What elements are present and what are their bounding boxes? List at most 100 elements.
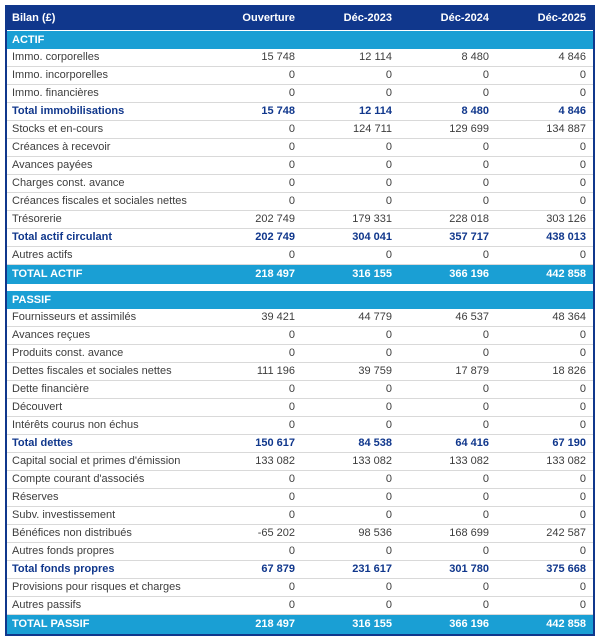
table-row: Provisions pour risques et charges 0 0 0 0 bbox=[7, 579, 593, 597]
table-row: Immo. financières 0 0 0 0 bbox=[7, 85, 593, 103]
total-row: TOTAL PASSIF 218 497 316 155 366 196 442 858 bbox=[7, 615, 593, 634]
total-value: 366 196 bbox=[449, 618, 489, 630]
row-value: 0 bbox=[385, 599, 392, 611]
table-row: Total actif circulant 202 749 304 041 357 7… bbox=[7, 229, 593, 247]
table-row: Intérêts courus non échus 0 0 0 0 bbox=[7, 417, 593, 435]
row-value: 0 bbox=[579, 87, 586, 99]
table-row: Compte courant d'associés 0 0 0 0 bbox=[7, 471, 593, 489]
row-value: 0 bbox=[482, 383, 489, 395]
row-value: 0 bbox=[482, 69, 489, 81]
row-value: 0 bbox=[482, 87, 489, 99]
row-value: 39 421 bbox=[261, 311, 295, 323]
row-value: 0 bbox=[579, 599, 586, 611]
row-value: 15 748 bbox=[261, 51, 295, 63]
row-value: 0 bbox=[385, 159, 392, 171]
table-row: Avances payées 0 0 0 0 bbox=[7, 157, 593, 175]
table-row: Trésorerie 202 749 179 331 228 018 303 126 bbox=[7, 211, 593, 229]
row-label: Total actif circulant bbox=[12, 231, 113, 243]
table-row: Dette financière 0 0 0 0 bbox=[7, 381, 593, 399]
row-value: 0 bbox=[579, 347, 586, 359]
row-value: 0 bbox=[288, 401, 295, 413]
table-row: Capital social et primes d'émission 133 0… bbox=[7, 453, 593, 471]
table-row: Autres actifs 0 0 0 0 bbox=[7, 247, 593, 265]
table-row: Autres passifs 0 0 0 0 bbox=[7, 597, 593, 615]
table-row: Immo. corporelles 15 748 12 114 8 480 4 846 bbox=[7, 49, 593, 67]
row-value: 0 bbox=[482, 509, 489, 521]
row-value: 0 bbox=[482, 195, 489, 207]
row-value: 0 bbox=[288, 141, 295, 153]
row-label: Immo. financières bbox=[12, 87, 99, 99]
row-value: 0 bbox=[385, 383, 392, 395]
column-header: Déc-2025 bbox=[537, 12, 586, 24]
row-value: 0 bbox=[385, 141, 392, 153]
row-label: Autres passifs bbox=[12, 599, 82, 611]
row-value: 17 879 bbox=[455, 365, 489, 377]
row-value: 0 bbox=[579, 545, 586, 557]
row-value: 0 bbox=[482, 581, 489, 593]
row-label: Créances à recevoir bbox=[12, 141, 111, 153]
row-value: 0 bbox=[385, 491, 392, 503]
row-value: 0 bbox=[579, 581, 586, 593]
row-value: 18 826 bbox=[552, 365, 586, 377]
table-row: Réserves 0 0 0 0 bbox=[7, 489, 593, 507]
table-row: Bénéfices non distribués -65 202 98 536 168… bbox=[7, 525, 593, 543]
row-value: 133 082 bbox=[352, 455, 392, 467]
row-value: 44 779 bbox=[358, 311, 392, 323]
row-value: 0 bbox=[288, 195, 295, 207]
row-value: 0 bbox=[288, 419, 295, 431]
row-label: Autres actifs bbox=[12, 249, 73, 261]
row-value: 0 bbox=[288, 87, 295, 99]
table-body: ACTIF Immo. corporelles 15 748 12 114 8 480 4… bbox=[7, 30, 593, 634]
row-value: 0 bbox=[385, 545, 392, 557]
row-value: 15 748 bbox=[261, 105, 295, 117]
row-value: 0 bbox=[482, 473, 489, 485]
row-value: 0 bbox=[288, 473, 295, 485]
row-value: 111 196 bbox=[256, 365, 295, 377]
row-value: 0 bbox=[579, 177, 586, 189]
row-value: 0 bbox=[579, 491, 586, 503]
row-value: 12 114 bbox=[358, 105, 392, 117]
row-value: 0 bbox=[385, 195, 392, 207]
row-value: 133 082 bbox=[546, 455, 586, 467]
row-value: 0 bbox=[288, 599, 295, 611]
row-value: 150 617 bbox=[255, 437, 295, 449]
row-value: 67 879 bbox=[261, 563, 295, 575]
header-row: Bilan (£) Ouverture Déc-2023 Déc-2024 Déc-2… bbox=[7, 7, 593, 30]
row-label: Compte courant d'associés bbox=[12, 473, 145, 485]
row-value: 0 bbox=[482, 347, 489, 359]
table-row: Total fonds propres 67 879 231 617 301 780 3… bbox=[7, 561, 593, 579]
row-value: 0 bbox=[482, 249, 489, 261]
total-value: 316 155 bbox=[352, 618, 392, 630]
row-label: Découvert bbox=[12, 401, 63, 413]
row-label: Bénéfices non distribués bbox=[12, 527, 132, 539]
row-value: 0 bbox=[482, 419, 489, 431]
table-row: Total immobilisations 15 748 12 114 8 480 4 … bbox=[7, 103, 593, 121]
section-title: ACTIF bbox=[12, 34, 45, 46]
row-value: 0 bbox=[288, 581, 295, 593]
row-label: Produits const. avance bbox=[12, 347, 124, 359]
column-header: Déc-2024 bbox=[440, 12, 489, 24]
table-row: Dettes fiscales et sociales nettes 111 19… bbox=[7, 363, 593, 381]
row-value: 124 711 bbox=[353, 123, 392, 135]
row-label: Immo. corporelles bbox=[12, 51, 100, 63]
row-value: 0 bbox=[579, 141, 586, 153]
row-value: 67 190 bbox=[552, 437, 586, 449]
row-value: 0 bbox=[579, 401, 586, 413]
table-row: Charges const. avance 0 0 0 0 bbox=[7, 175, 593, 193]
row-value: 0 bbox=[579, 509, 586, 521]
total-value: 366 196 bbox=[449, 268, 489, 280]
row-value: 48 364 bbox=[552, 311, 586, 323]
row-value: 0 bbox=[385, 69, 392, 81]
row-value: 0 bbox=[579, 473, 586, 485]
row-value: 0 bbox=[288, 383, 295, 395]
row-value: 375 668 bbox=[546, 563, 586, 575]
row-value: 12 114 bbox=[359, 51, 392, 63]
row-value: 0 bbox=[482, 401, 489, 413]
row-label: Créances fiscales et sociales nettes bbox=[12, 195, 187, 207]
row-value: 0 bbox=[385, 329, 392, 341]
column-header: Ouverture bbox=[242, 12, 295, 24]
row-value: 0 bbox=[482, 545, 489, 557]
total-value: 218 497 bbox=[255, 618, 295, 630]
table-row: Avances reçues 0 0 0 0 bbox=[7, 327, 593, 345]
row-value: 0 bbox=[482, 491, 489, 503]
